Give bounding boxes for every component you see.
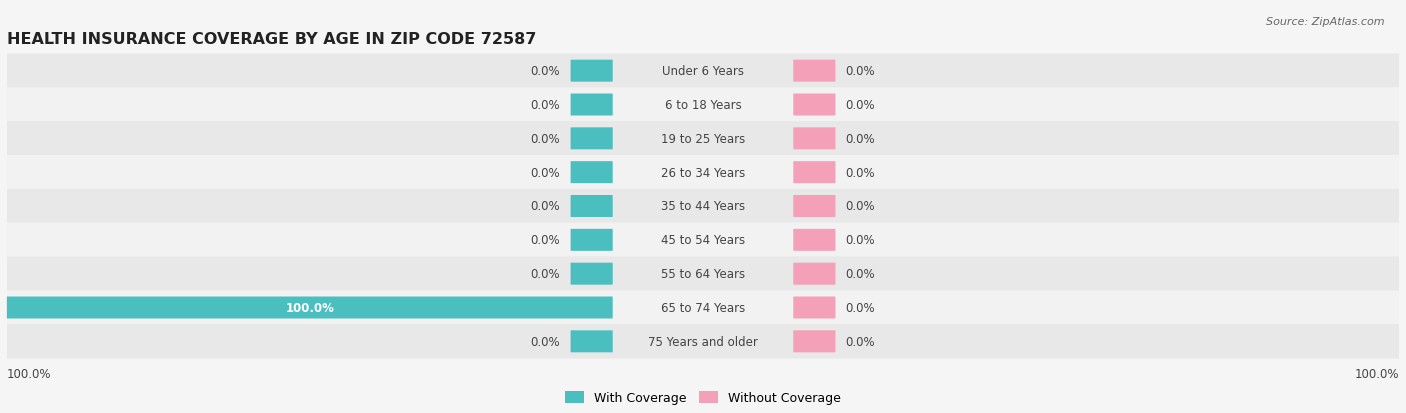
Text: 0.0%: 0.0% bbox=[530, 200, 561, 213]
FancyBboxPatch shape bbox=[793, 94, 835, 116]
Text: 55 to 64 Years: 55 to 64 Years bbox=[661, 268, 745, 280]
FancyBboxPatch shape bbox=[571, 330, 613, 352]
Text: 100.0%: 100.0% bbox=[7, 368, 52, 380]
FancyBboxPatch shape bbox=[7, 189, 1399, 224]
Text: 0.0%: 0.0% bbox=[845, 234, 876, 247]
FancyBboxPatch shape bbox=[571, 128, 613, 150]
FancyBboxPatch shape bbox=[7, 297, 613, 319]
FancyBboxPatch shape bbox=[793, 263, 835, 285]
Text: 0.0%: 0.0% bbox=[845, 200, 876, 213]
FancyBboxPatch shape bbox=[793, 195, 835, 218]
FancyBboxPatch shape bbox=[571, 162, 613, 184]
Text: Under 6 Years: Under 6 Years bbox=[662, 65, 744, 78]
FancyBboxPatch shape bbox=[571, 94, 613, 116]
Text: 0.0%: 0.0% bbox=[530, 268, 561, 280]
FancyBboxPatch shape bbox=[571, 195, 613, 218]
FancyBboxPatch shape bbox=[571, 229, 613, 251]
FancyBboxPatch shape bbox=[7, 290, 1399, 325]
FancyBboxPatch shape bbox=[793, 330, 835, 352]
Text: 0.0%: 0.0% bbox=[530, 99, 561, 112]
Text: 26 to 34 Years: 26 to 34 Years bbox=[661, 166, 745, 179]
FancyBboxPatch shape bbox=[793, 297, 835, 319]
FancyBboxPatch shape bbox=[7, 88, 1399, 123]
Text: 0.0%: 0.0% bbox=[530, 234, 561, 247]
Text: 0.0%: 0.0% bbox=[845, 99, 876, 112]
Text: HEALTH INSURANCE COVERAGE BY AGE IN ZIP CODE 72587: HEALTH INSURANCE COVERAGE BY AGE IN ZIP … bbox=[7, 32, 537, 47]
FancyBboxPatch shape bbox=[7, 156, 1399, 190]
FancyBboxPatch shape bbox=[793, 128, 835, 150]
Text: 35 to 44 Years: 35 to 44 Years bbox=[661, 200, 745, 213]
FancyBboxPatch shape bbox=[793, 229, 835, 251]
Text: 19 to 25 Years: 19 to 25 Years bbox=[661, 133, 745, 145]
Text: 0.0%: 0.0% bbox=[845, 268, 876, 280]
Text: 0.0%: 0.0% bbox=[845, 335, 876, 348]
Text: 0.0%: 0.0% bbox=[845, 65, 876, 78]
Text: 45 to 54 Years: 45 to 54 Years bbox=[661, 234, 745, 247]
Text: 0.0%: 0.0% bbox=[530, 166, 561, 179]
Text: 65 to 74 Years: 65 to 74 Years bbox=[661, 301, 745, 314]
Text: 0.0%: 0.0% bbox=[845, 166, 876, 179]
FancyBboxPatch shape bbox=[7, 324, 1399, 359]
FancyBboxPatch shape bbox=[7, 122, 1399, 156]
FancyBboxPatch shape bbox=[793, 61, 835, 83]
Text: 6 to 18 Years: 6 to 18 Years bbox=[665, 99, 741, 112]
Text: Source: ZipAtlas.com: Source: ZipAtlas.com bbox=[1267, 17, 1385, 26]
Text: 100.0%: 100.0% bbox=[1354, 368, 1399, 380]
FancyBboxPatch shape bbox=[571, 61, 613, 83]
FancyBboxPatch shape bbox=[7, 54, 1399, 89]
Text: 0.0%: 0.0% bbox=[530, 133, 561, 145]
Text: 0.0%: 0.0% bbox=[845, 133, 876, 145]
Text: 0.0%: 0.0% bbox=[530, 65, 561, 78]
Text: 75 Years and older: 75 Years and older bbox=[648, 335, 758, 348]
FancyBboxPatch shape bbox=[793, 162, 835, 184]
FancyBboxPatch shape bbox=[7, 257, 1399, 291]
FancyBboxPatch shape bbox=[571, 263, 613, 285]
FancyBboxPatch shape bbox=[7, 223, 1399, 257]
Text: 0.0%: 0.0% bbox=[530, 335, 561, 348]
Legend: With Coverage, Without Coverage: With Coverage, Without Coverage bbox=[565, 392, 841, 404]
Text: 100.0%: 100.0% bbox=[285, 301, 335, 314]
Text: 0.0%: 0.0% bbox=[845, 301, 876, 314]
